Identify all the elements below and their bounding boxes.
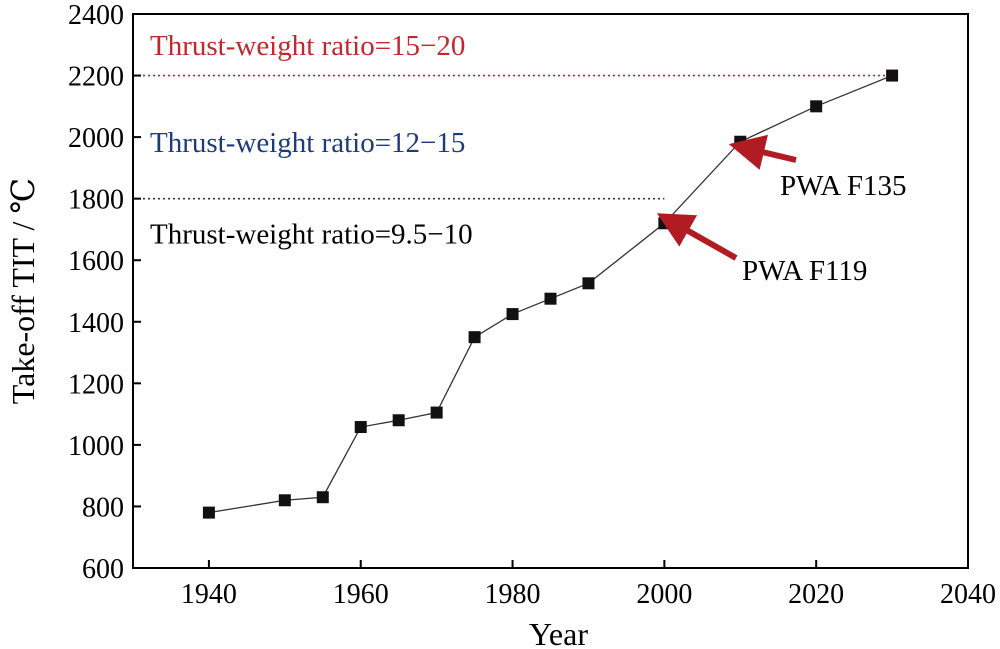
data-point [278,494,291,507]
data-point [468,331,481,344]
y-tick-label: 1000 [68,431,124,462]
series-line [208,74,893,514]
data-point [734,135,747,148]
annotations: Thrust-weight ratio=15−20 Thrust-weight r… [150,30,907,287]
y-tick-label: 2400 [68,0,124,31]
region-label: Thrust-weight ratio=15−20 [150,30,465,62]
plot-frame [132,13,969,569]
axis-labels: Year Take-off TIT / ℃ [5,178,588,649]
data-point [202,506,215,519]
x-tick-label: 1960 [333,579,389,610]
region-label: Thrust-weight ratio=12−15 [150,127,465,159]
reference-lines [133,74,893,200]
data-point [582,277,595,290]
x-tick-label: 2020 [788,579,844,610]
x-tick-label: 2000 [636,579,692,610]
callout-arrow [728,134,797,170]
callout-label: PWA F119 [742,255,867,287]
y-tick-label: 2200 [68,62,124,93]
x-axis-label: Year [529,616,588,649]
data-point [886,69,899,82]
y-tick-label: 600 [82,554,124,585]
data-point [392,414,405,427]
callout-arrow [656,213,738,261]
data-point [544,292,557,305]
y-tick-label: 1400 [68,308,124,339]
data-point [316,491,329,504]
plot-border [132,13,969,569]
region-label: Thrust-weight ratio=9.5−10 [150,219,473,251]
x-tick-label: 2040 [940,579,996,610]
data-point [658,217,671,230]
y-axis-label: Take-off TIT / ℃ [5,178,41,404]
data-point [506,308,519,321]
data-point [354,421,367,434]
axis-ticks: 1940 1960 1980 2000 2020 2040 600 800 1000 1200 14… [68,0,996,610]
y-tick-label: 800 [82,492,124,523]
y-tick-label: 1600 [68,246,124,277]
y-tick-label: 1200 [68,369,124,400]
data-point [430,406,443,419]
y-tick-label: 1800 [68,185,124,216]
data-point [810,100,823,113]
callout-label: PWA F135 [780,170,907,202]
y-tick-label: 2000 [68,123,124,154]
x-tick-label: 1940 [181,579,237,610]
x-tick-label: 1980 [485,579,541,610]
